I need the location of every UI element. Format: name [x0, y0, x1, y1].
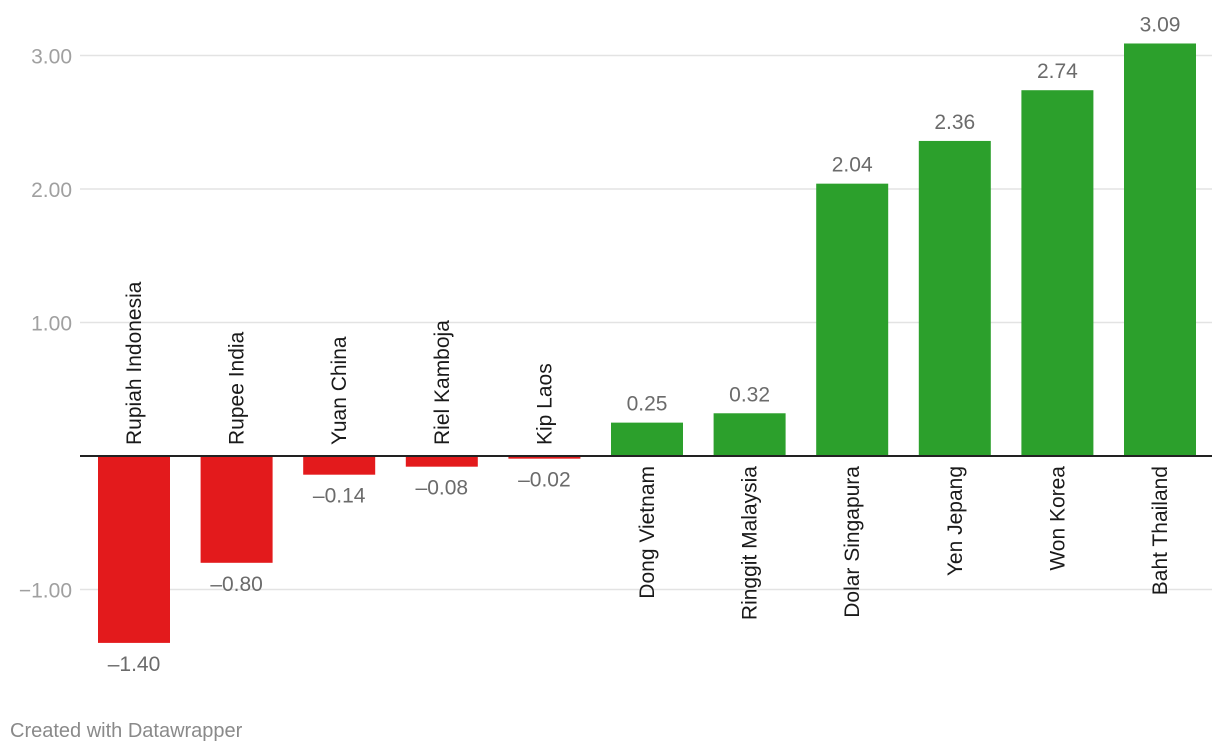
value-label: –0.02 — [518, 469, 571, 492]
category-label: Kip Laos — [533, 363, 556, 445]
y-tick-label: −1.00 — [19, 580, 72, 603]
y-tick-label: 2.00 — [31, 179, 72, 202]
category-label: Baht Thailand — [1149, 466, 1172, 595]
category-label: Yuan China — [328, 336, 351, 445]
category-label: Ringgit Malaysia — [739, 466, 762, 620]
category-label: Rupee India — [226, 331, 249, 445]
value-label: 2.74 — [1037, 60, 1078, 83]
category-label: Riel Kamboja — [431, 320, 454, 445]
value-label: –0.08 — [416, 477, 469, 500]
bar — [1021, 90, 1094, 457]
bars — [98, 43, 1196, 643]
category-label: Won Korea — [1046, 466, 1069, 571]
value-label: 2.36 — [934, 111, 975, 134]
value-label: 0.32 — [729, 383, 770, 406]
value-label: 3.09 — [1140, 13, 1181, 36]
bar — [508, 456, 581, 459]
value-label: –0.80 — [210, 573, 263, 596]
value-label: 2.04 — [832, 154, 873, 177]
bar — [816, 183, 889, 456]
category-label: Rupiah Indonesia — [123, 281, 146, 445]
value-label: 0.25 — [627, 393, 668, 416]
bar — [303, 456, 376, 475]
y-axis-tick-labels: 3.00 2.00 1.00 −1.00 — [19, 46, 72, 603]
y-tick-label: 3.00 — [31, 46, 72, 69]
category-label: Dong Vietnam — [636, 466, 659, 599]
bar — [405, 456, 478, 467]
y-tick-label: 1.00 — [31, 313, 72, 336]
bar — [918, 140, 991, 456]
bar — [1124, 43, 1196, 457]
value-labels: –1.40 –0.80 –0.14 –0.08 –0.02 0.25 0.32 2.04 2.3… — [108, 13, 1181, 675]
bar — [98, 456, 170, 643]
category-label: Dolar Singapura — [841, 466, 864, 618]
bar — [200, 456, 273, 563]
bar — [713, 413, 786, 456]
value-label: –0.14 — [313, 485, 366, 508]
bar-chart: 3.00 2.00 1.00 −1.00 –1.40 –0.80 –0.14 –0.08 –0… — [19, 13, 1212, 676]
category-label: Yen Jepang — [944, 466, 967, 576]
value-label: –1.40 — [108, 653, 161, 676]
credit-text: Created with Datawrapper — [10, 720, 243, 742]
category-labels: Rupiah Indonesia Rupee India Yuan China Rie… — [123, 281, 1172, 620]
bar — [611, 422, 683, 456]
